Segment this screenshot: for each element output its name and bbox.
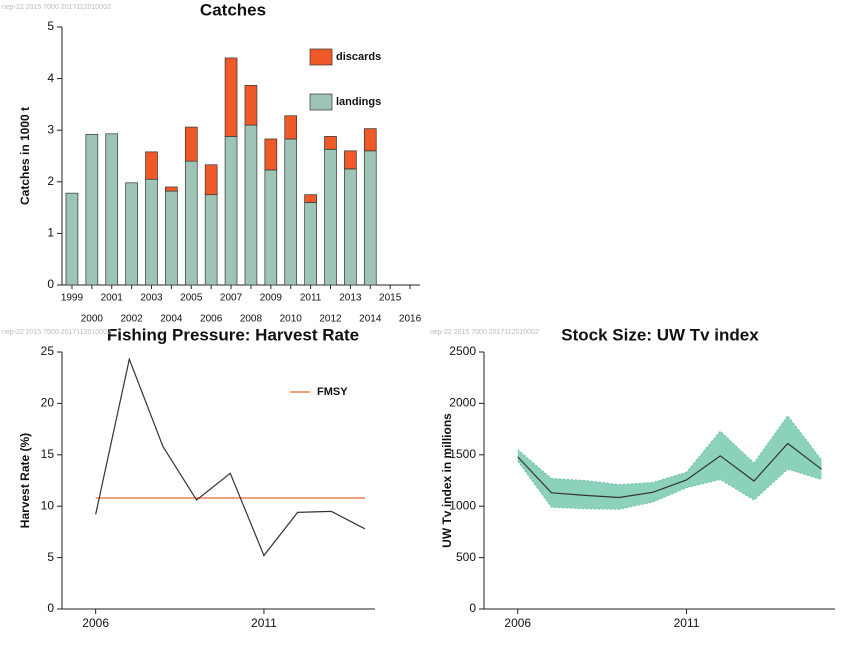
legend-swatch — [309, 93, 333, 111]
y-tick-label: 5 — [47, 19, 54, 33]
source-note: nep-22 2015 7000 2017112010002 — [430, 329, 539, 336]
bar-segment — [304, 202, 317, 286]
bar-segment — [105, 133, 119, 286]
bar-segment — [304, 194, 317, 203]
x-tick-label: 2001 — [101, 293, 124, 304]
y-tick-label: 2 — [47, 174, 54, 188]
confidence-band — [517, 415, 822, 510]
y-tick-label: 0 — [47, 277, 54, 291]
x-tick-label: 2016 — [399, 314, 422, 325]
y-tick-label: 2000 — [449, 396, 476, 410]
y-tick-label: 3 — [47, 122, 54, 136]
chart-title: Catches — [200, 0, 266, 19]
y-axis-label: Harvest Rate (%) — [18, 433, 32, 528]
x-tick-label: 2006 — [504, 616, 531, 630]
bar-segment — [204, 194, 218, 286]
y-tick-label: 15 — [41, 447, 55, 461]
x-tick-label: 2011 — [251, 616, 277, 630]
bar-segment — [344, 150, 357, 170]
x-tick-label: 2009 — [260, 293, 283, 304]
bar-segment — [145, 178, 158, 286]
x-tick-label: 2008 — [240, 314, 263, 325]
harvest-rate-line — [95, 357, 366, 557]
bar-segment — [204, 164, 218, 196]
bar-segment — [284, 138, 298, 286]
x-tick-label: 1999 — [61, 293, 84, 304]
bar-segment — [264, 169, 278, 286]
upper-bound — [517, 414, 822, 486]
bar-segment — [244, 124, 258, 286]
lower-bound — [517, 460, 822, 510]
source-note: nep-22 2015 7000 2017112010002 — [2, 4, 111, 11]
x-tick-label: 2007 — [220, 293, 243, 304]
bar-segment — [344, 168, 357, 286]
y-tick-label: 10 — [41, 498, 55, 512]
y-tick-label: 500 — [456, 550, 476, 564]
bar-segment — [184, 160, 198, 286]
y-tick-label: 0 — [469, 601, 476, 615]
y-tick-label: 1000 — [449, 498, 476, 512]
x-tick-label: 2002 — [120, 314, 143, 325]
x-tick-label: 2015 — [379, 293, 402, 304]
y-axis-label: UW Tv index in millions — [440, 413, 454, 548]
bar-segment — [363, 128, 377, 152]
bar-segment — [165, 186, 178, 192]
bar-segment — [224, 57, 238, 137]
x-tick-label: 2013 — [339, 293, 362, 304]
x-tick-label: 2011 — [300, 293, 322, 304]
x-tick-label: 2010 — [280, 314, 303, 325]
y-tick-label: 25 — [41, 344, 55, 358]
bar-segment — [264, 138, 278, 171]
bar-segment — [125, 182, 138, 286]
bar-segment — [165, 190, 178, 286]
y-tick-label: 0 — [47, 601, 54, 615]
x-tick-label: 2003 — [140, 293, 163, 304]
x-tick-label: 2004 — [160, 314, 183, 325]
bar-segment — [145, 151, 158, 180]
x-tick-label: 2000 — [81, 314, 104, 325]
bar-segment — [184, 126, 198, 162]
x-tick-label: 2014 — [359, 314, 382, 325]
legend-swatch — [309, 48, 333, 66]
bar-segment — [284, 115, 298, 140]
y-tick-label: 2500 — [449, 344, 476, 358]
x-tick-label: 2012 — [319, 314, 342, 325]
legend-label: discards — [336, 51, 381, 63]
bar-segment — [244, 84, 258, 126]
bar-segment — [324, 148, 337, 286]
x-tick-label: 2011 — [674, 616, 700, 630]
y-axis-label: Catches in 1000 t — [18, 107, 32, 205]
index-line — [517, 442, 822, 499]
x-tick-label: 2006 — [82, 616, 109, 630]
bar-segment — [224, 136, 238, 286]
x-tick-label: 2006 — [200, 314, 223, 325]
y-tick-label: 20 — [41, 396, 55, 410]
legend-label: landings — [336, 96, 381, 108]
x-tick-label: 2005 — [180, 293, 203, 304]
chart-title: Stock Size: UW Tv index — [561, 325, 759, 344]
bar-segment — [363, 150, 377, 286]
chart-title: Fishing Pressure: Harvest Rate — [107, 325, 359, 344]
y-tick-label: 1500 — [449, 447, 476, 461]
bar-segment — [65, 192, 79, 286]
source-note: nep-22 2015 7000 2017112010002 — [2, 329, 111, 336]
bar-segment — [324, 136, 337, 150]
legend-label: FMSY — [317, 386, 348, 398]
y-tick-label: 1 — [47, 226, 54, 240]
bar-segment — [85, 133, 99, 286]
y-tick-label: 5 — [47, 550, 54, 564]
y-tick-label: 4 — [47, 71, 54, 85]
